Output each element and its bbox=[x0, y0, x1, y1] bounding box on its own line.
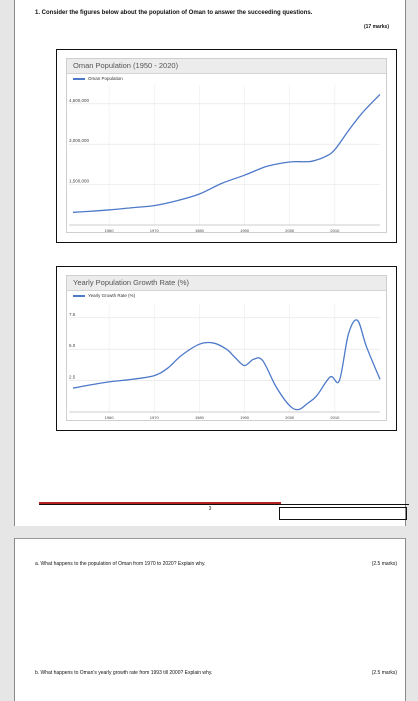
series-line bbox=[72, 93, 381, 213]
question-part-a-marks: (2.5 marks) bbox=[371, 561, 397, 567]
y-tick-label: 3,000,000 bbox=[69, 138, 90, 143]
x-tick-label: 2010 bbox=[330, 415, 340, 420]
growth-chart-title: Yearly Population Growth Rate (%) bbox=[73, 278, 190, 287]
growth-chart-legend: Yearly Growth Rate (%) bbox=[73, 293, 135, 298]
population-chart-legend: Oman Population bbox=[73, 76, 123, 81]
x-tick-label: 1960 bbox=[105, 415, 115, 420]
x-tick-label: 1990 bbox=[240, 228, 250, 233]
y-tick-label: 7.5 bbox=[69, 312, 76, 317]
x-tick-label: 1990 bbox=[240, 415, 250, 420]
footer-box bbox=[279, 507, 407, 520]
y-tick-label: 2.5 bbox=[69, 375, 76, 380]
x-tick-label: 1960 bbox=[105, 228, 115, 233]
question-part-b: b. What happens to Oman's yearly growth … bbox=[35, 670, 213, 676]
footer-black-rule bbox=[39, 504, 409, 505]
population-legend-swatch bbox=[73, 78, 85, 80]
population-chart-title: Oman Population (1950 - 2020) bbox=[73, 61, 179, 70]
growth-chart: Yearly Population Growth Rate (%) Yearly… bbox=[66, 275, 387, 421]
population-chart: Oman Population (1950 - 2020) Oman Popul… bbox=[66, 58, 387, 233]
question-part-b-marks: (2.5 marks) bbox=[371, 670, 397, 676]
growth-chart-frame: Yearly Population Growth Rate (%) Yearly… bbox=[56, 266, 397, 431]
population-chart-plot: 4,500,000 3,000,000 1,500,000 1960 1970 1980 1… bbox=[69, 85, 381, 233]
x-tick-label: 1980 bbox=[195, 228, 205, 233]
growth-chart-plot: 7.5 5.0 2.5 1960 1970 1980 1990 2000 2010 bbox=[69, 304, 381, 420]
growth-legend-label: Yearly Growth Rate (%) bbox=[88, 293, 136, 298]
population-chart-title-bar: Oman Population (1950 - 2020) bbox=[67, 59, 386, 74]
population-legend-label: Oman Population bbox=[88, 76, 123, 81]
x-tick-label: 1980 bbox=[195, 415, 205, 420]
worksheet-page-top: 1. Consider the figures below about the … bbox=[14, 0, 409, 526]
x-tick-label: 2000 bbox=[285, 415, 295, 420]
footer-red-rule bbox=[39, 502, 281, 504]
growth-chart-title-bar: Yearly Population Growth Rate (%) bbox=[67, 276, 386, 291]
question-title: 1. Consider the figures below about the … bbox=[35, 10, 313, 16]
worksheet-page-bottom: a. What happens to the population of Oma… bbox=[14, 538, 406, 701]
y-tick-label: 1,500,000 bbox=[69, 179, 90, 184]
page-number: 3 bbox=[208, 506, 212, 512]
y-tick-label: 4,500,000 bbox=[69, 98, 90, 103]
series-line bbox=[72, 319, 381, 411]
x-tick-label: 2010 bbox=[330, 228, 340, 233]
x-tick-label: 1970 bbox=[150, 228, 160, 233]
x-tick-label: 1970 bbox=[150, 415, 160, 420]
growth-legend-swatch bbox=[73, 295, 85, 297]
question-part-a: a. What happens to the population of Oma… bbox=[35, 561, 206, 567]
y-tick-label: 5.0 bbox=[69, 343, 76, 348]
question-marks: (17 marks) bbox=[363, 24, 389, 30]
population-chart-frame: Oman Population (1950 - 2020) Oman Popul… bbox=[56, 49, 397, 243]
x-tick-label: 2000 bbox=[285, 228, 295, 233]
